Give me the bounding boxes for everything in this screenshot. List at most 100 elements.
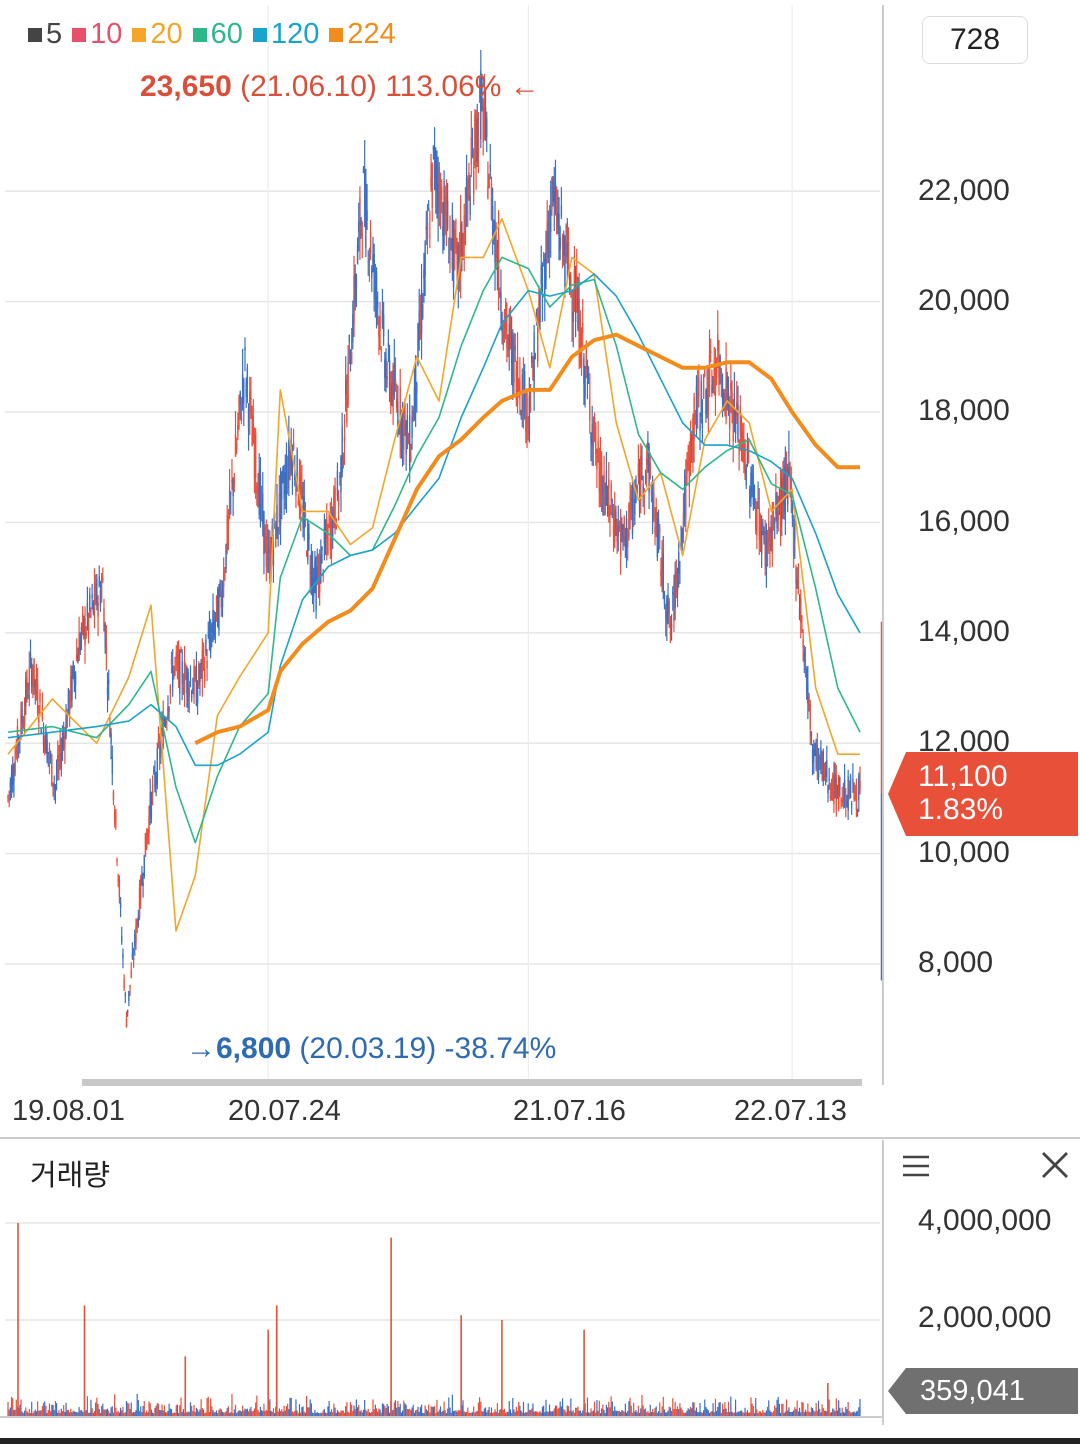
candle — [438, 167, 441, 208]
candle — [762, 523, 764, 527]
volume-bar — [823, 1410, 826, 1417]
candle — [110, 733, 112, 744]
candle — [256, 485, 258, 495]
volume-bar — [468, 1412, 470, 1417]
volume-bar — [77, 1412, 79, 1417]
candle — [106, 687, 109, 695]
volume-bar — [58, 1410, 60, 1417]
legend-item-ma20[interactable]: 20 — [132, 18, 183, 51]
volume-bar — [53, 1410, 55, 1417]
candle — [526, 393, 528, 426]
legend-item-ma60[interactable]: 60 — [192, 18, 243, 51]
legend-item-ma10[interactable]: 10 — [72, 18, 122, 51]
volume-bar — [480, 1401, 482, 1417]
candle — [279, 478, 282, 526]
volume-bar — [458, 1410, 461, 1417]
volume-bar — [723, 1409, 725, 1417]
candle — [506, 316, 508, 348]
volume-bar — [571, 1411, 573, 1417]
candle — [459, 222, 462, 276]
volume-bar — [110, 1407, 112, 1417]
candle — [58, 757, 60, 766]
candle — [327, 529, 329, 554]
volume-bar — [257, 1409, 259, 1417]
volume-bar — [310, 1403, 312, 1417]
candle — [797, 580, 800, 594]
candle — [194, 669, 196, 680]
candle — [246, 367, 249, 384]
candle — [755, 501, 757, 531]
volume-bar — [745, 1412, 747, 1417]
candle — [650, 484, 653, 496]
volume-bar — [157, 1403, 160, 1417]
candle — [173, 666, 175, 678]
volume-bar — [133, 1412, 135, 1417]
candle — [301, 487, 303, 494]
volume-bar — [226, 1408, 228, 1417]
volume-bar — [852, 1412, 854, 1417]
candle — [130, 970, 132, 978]
volume-chart[interactable] — [0, 1140, 1080, 1438]
candle — [92, 601, 95, 613]
candle — [163, 723, 166, 725]
candle — [636, 485, 638, 493]
candle — [714, 366, 717, 396]
candle — [326, 519, 328, 540]
volume-bar — [636, 1412, 638, 1417]
candle — [272, 544, 275, 566]
candle — [27, 695, 29, 698]
volume-bar — [829, 1412, 831, 1417]
volume-bar — [804, 1409, 807, 1417]
close-icon[interactable] — [1038, 1148, 1072, 1182]
volume-bar — [237, 1411, 239, 1417]
volume-bar — [781, 1403, 783, 1417]
candle — [54, 785, 57, 790]
candle — [732, 408, 734, 442]
legend-label: 10 — [90, 18, 123, 50]
price-chart[interactable] — [0, 0, 1080, 1140]
volume-tick-label: 4,000,000 — [918, 1204, 1052, 1237]
volume-bar — [195, 1407, 198, 1417]
candle — [667, 594, 669, 623]
menu-icon[interactable] — [900, 1150, 932, 1182]
candle — [227, 515, 230, 529]
volume-bar — [204, 1413, 206, 1417]
legend-item-ma224[interactable]: 224 — [329, 18, 396, 51]
volume-bar — [604, 1412, 606, 1417]
volume-bar — [410, 1410, 412, 1417]
volume-bar — [430, 1406, 432, 1417]
legend-swatch — [72, 27, 87, 42]
volume-bar — [211, 1406, 213, 1417]
candle — [387, 342, 390, 347]
candle — [308, 534, 310, 540]
volume-bar — [125, 1400, 128, 1417]
candle — [86, 602, 89, 617]
candle — [286, 473, 289, 488]
candle-count-box[interactable]: 728 — [922, 16, 1028, 64]
volume-bar — [706, 1408, 708, 1417]
candle — [131, 952, 134, 958]
volume-bar — [635, 1409, 637, 1417]
volume-bar — [685, 1412, 687, 1417]
high-date: (21.06.10) — [240, 70, 377, 103]
candle — [52, 782, 54, 788]
candle — [219, 581, 221, 591]
volume-bar — [387, 1406, 389, 1417]
volume-bar — [718, 1402, 720, 1417]
volume-bar — [429, 1412, 431, 1417]
candle — [598, 459, 601, 493]
candle — [554, 183, 557, 200]
candle — [28, 667, 31, 690]
volume-bar — [638, 1412, 641, 1417]
legend-item-ma120[interactable]: 120 — [252, 18, 319, 51]
scroll-bar[interactable] — [82, 1079, 862, 1086]
legend-item-ma5[interactable]: 5 — [28, 18, 62, 51]
candle — [403, 410, 405, 450]
volume-bar — [676, 1406, 679, 1417]
candle — [158, 742, 161, 757]
candle — [693, 396, 695, 440]
volume-bar — [159, 1409, 161, 1417]
volume-bar — [260, 1410, 263, 1417]
volume-bar — [297, 1413, 299, 1417]
candle — [170, 659, 173, 665]
